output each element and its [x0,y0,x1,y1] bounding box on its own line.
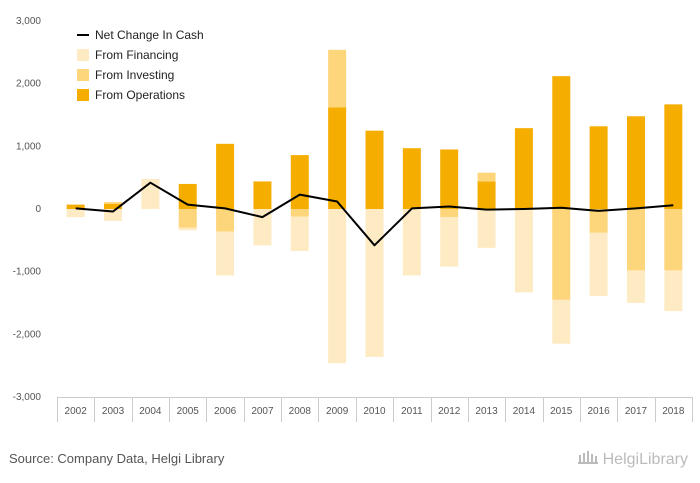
bar-from-investing-2005 [178,209,197,228]
bar-from-financing-2003 [104,209,123,221]
bar-from-investing-2003 [104,202,123,204]
library-icon [577,449,599,470]
legend-label: From Investing [95,68,174,82]
bar-from-investing-2006 [216,209,235,232]
bar-from-financing-2014 [514,209,533,293]
bar-from-operations-2017 [626,116,645,209]
bar-from-financing-2017 [626,270,645,303]
bar-from-financing-2002 [66,209,85,218]
bar-from-financing-2005 [178,227,197,231]
bar-from-operations-2009 [328,107,347,209]
x-tick-label: 2004 [139,406,162,417]
legend-label: From Operations [95,88,185,102]
bar-from-operations-2012 [440,149,459,209]
legend-swatch [77,69,89,81]
y-tick-label: 0 [35,204,41,215]
bar-from-operations-2014 [514,128,533,209]
x-tick-label: 2011 [401,406,423,417]
x-tick-label: 2017 [625,406,648,417]
bar-layer [66,49,683,364]
x-tick-label: 2013 [475,406,498,417]
x-tick-label: 2006 [214,406,237,417]
x-tick-label: 2012 [438,406,461,417]
brand-name: HelgiLibrary [602,450,688,468]
y-tick-label: -3,000 [13,392,42,403]
bar-from-investing-2018 [664,209,683,271]
y-axis: -3,000 -2,000 -1,000 0 1,000 2,000 3,000 [13,16,42,403]
bar-from-financing-2015 [552,299,571,344]
net-change-line [75,181,674,247]
net-change-line-layer [75,181,674,247]
bar-from-financing-2013 [477,209,496,248]
bar-from-operations-2008 [290,155,309,209]
bar-from-operations-2011 [402,148,421,209]
bar-from-investing-2015 [552,209,571,300]
x-tick-label: 2007 [251,406,274,417]
brand-logo: HelgiLibrary [577,449,688,470]
x-tick-label: 2016 [587,406,610,417]
x-tick-label: 2002 [65,406,88,417]
bar-from-operations-2002 [66,204,85,209]
source-note: Source: Company Data, Helgi Library [9,451,225,466]
legend: Net Change In Cash From Financing From Inv… [77,28,204,102]
bar-from-financing-2011 [402,209,421,276]
bar-from-financing-2008 [290,216,309,251]
bar-from-investing-2016 [589,209,608,233]
x-tick-label: 2008 [289,406,312,417]
bar-from-operations-2003 [104,203,123,209]
legend-swatch [77,49,89,61]
bar-from-operations-2015 [552,76,571,209]
bar-from-financing-2012 [440,217,459,267]
bar-from-operations-2010 [365,130,384,209]
bar-from-operations-2016 [589,126,608,209]
bar-from-operations-2006 [216,143,235,209]
legend-label: From Financing [95,48,178,62]
bar-from-financing-2010 [365,209,384,357]
y-tick-label: -2,000 [13,329,42,340]
x-tick-label: 2009 [326,406,349,417]
bar-from-financing-2006 [216,231,235,276]
y-tick-label: -1,000 [13,267,42,278]
bar-from-investing-2008 [290,209,309,217]
legend-label: Net Change In Cash [95,28,204,42]
bar-from-operations-2018 [664,104,683,209]
bar-from-operations-2013 [477,181,496,209]
x-tick-label: 2015 [550,406,573,417]
bar-from-financing-2009 [328,209,347,364]
y-tick-label: 1,000 [16,141,41,152]
x-tick-label: 2003 [102,406,125,417]
y-tick-label: 3,000 [16,16,41,27]
bar-from-financing-2007 [253,209,272,246]
x-tick-label: 2014 [513,406,536,417]
y-tick-label: 2,000 [16,79,41,90]
bar-from-investing-2009 [328,49,347,108]
bar-from-financing-2016 [589,232,608,297]
bar-from-financing-2018 [664,270,683,312]
bar-from-investing-2012 [440,209,459,218]
x-tick-label: 2005 [177,406,200,417]
x-axis: 2002 2003 2004 2005 2006 2007 2008 2009 2010 2011… [57,397,693,422]
bar-from-investing-2013 [477,172,496,182]
legend-swatch [77,89,89,101]
x-tick-label: 2018 [662,406,685,417]
bar-from-investing-2017 [626,209,645,271]
bar-from-operations-2007 [253,181,272,209]
x-tick-label: 2010 [363,406,386,417]
